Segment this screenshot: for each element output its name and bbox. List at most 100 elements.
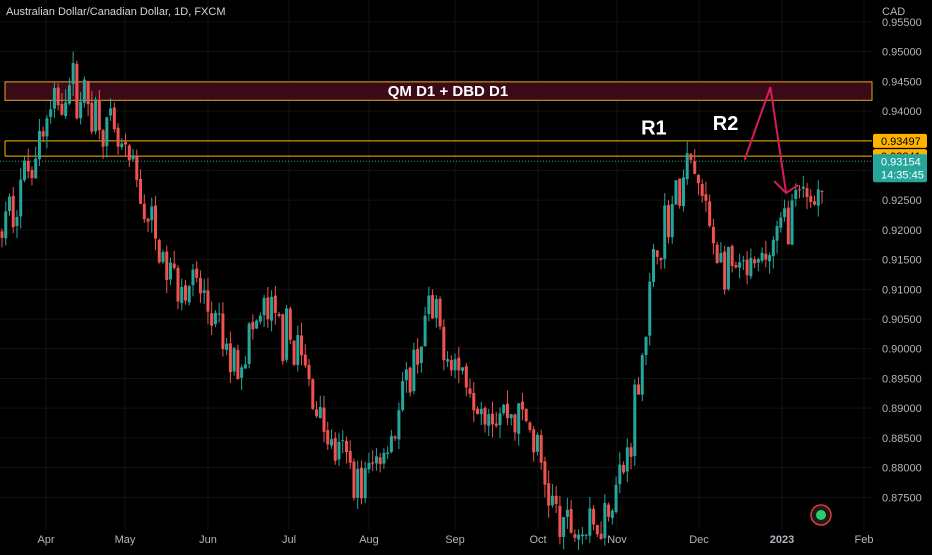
level-tag-upper-text: 0.93497: [881, 136, 921, 148]
candle-body-down: [431, 295, 435, 319]
badge-core-icon: [816, 510, 826, 520]
candle-body-up: [367, 462, 371, 470]
candle-body-up: [363, 468, 367, 499]
price-axis[interactable]: CAD 0.955000.950000.945000.940000.935000…: [873, 6, 927, 504]
candle-body-up: [419, 346, 423, 364]
candle-body-down: [813, 201, 817, 205]
candle-body-down: [277, 314, 281, 316]
time-tick-label: Feb: [855, 534, 874, 546]
candle-body-up: [498, 413, 502, 426]
candle-body-down: [176, 267, 180, 302]
candle-body-up: [768, 255, 772, 262]
candle-body-up: [19, 179, 23, 217]
candle-body-down: [558, 505, 562, 538]
candle-body-up: [584, 534, 588, 536]
candle-body-up: [79, 101, 83, 119]
candle-body-down: [300, 335, 304, 356]
candle-body-down: [745, 259, 749, 276]
candle-body-down: [292, 340, 296, 365]
candle-body-up: [15, 216, 19, 226]
candle-body-up: [816, 189, 820, 206]
projection-arrow[interactable]: [743, 86, 788, 194]
candle-body-up: [614, 484, 618, 512]
candle-body-up: [45, 118, 49, 137]
candle-body-up: [374, 456, 378, 464]
candle-body-down: [666, 205, 670, 238]
candle-body-up: [258, 315, 262, 322]
symbol-title: Australian Dollar/Canadian Dollar, 1D, F…: [6, 6, 225, 18]
candle-body-up: [82, 79, 86, 103]
current-price-text: 0.93154: [881, 156, 921, 168]
candle-body-down: [157, 239, 161, 263]
price-tick-label: 0.90500: [882, 314, 922, 326]
candle-body-down: [734, 265, 738, 268]
candle-body-down: [483, 407, 487, 425]
candle-body-down: [154, 205, 158, 239]
candle-body-down: [528, 422, 532, 430]
candle-body-down: [543, 461, 547, 485]
price-tick-label: 0.87500: [882, 492, 922, 504]
candle-body-down: [281, 314, 285, 362]
candle-body-up: [180, 286, 184, 304]
candle-body-down: [210, 313, 214, 326]
candle-body-up: [618, 464, 622, 485]
candle-body-down: [595, 524, 599, 535]
candle-body-up: [49, 109, 53, 117]
time-tick-label: Dec: [689, 534, 709, 546]
candle-body-down: [730, 245, 734, 266]
candle-body-down: [476, 408, 480, 415]
price-tick-label: 0.92000: [882, 225, 922, 237]
candle-body-down: [273, 295, 277, 313]
candle-body-down: [693, 161, 697, 174]
candle-body-up: [52, 87, 56, 109]
candle-body-up: [783, 208, 787, 218]
candle-body-up: [517, 403, 521, 434]
candle-body-down: [416, 348, 420, 365]
time-axis[interactable]: Apr May Jun Jul Aug Sep Oct Nov Dec 2023 Feb: [37, 534, 873, 546]
candle-body-up: [674, 180, 678, 205]
candles-layer: [0, 51, 824, 551]
candle-body-up: [247, 323, 251, 365]
candle-body-up: [648, 281, 652, 336]
candle-body-up: [7, 196, 11, 211]
candle-body-down: [524, 408, 528, 422]
candle-body-up: [109, 108, 113, 116]
candle-body-down: [26, 160, 30, 172]
candle-body-down: [764, 253, 768, 260]
price-tick-label: 0.94000: [882, 106, 922, 118]
candle-body-down: [101, 130, 105, 147]
candle-body-down: [127, 145, 131, 161]
candle-body-down: [629, 447, 633, 457]
candle-body-up: [64, 102, 68, 116]
candle-body-up: [296, 335, 300, 365]
candle-body-down: [491, 413, 495, 425]
time-tick-label: Apr: [37, 534, 54, 546]
candle-body-down: [547, 483, 551, 506]
time-tick-label: Nov: [607, 534, 627, 546]
candle-body-down: [809, 196, 813, 202]
candle-body-up: [401, 381, 405, 411]
candle-body-up: [461, 367, 465, 371]
time-tick-label: Sep: [445, 534, 465, 546]
candle-body-down: [494, 423, 498, 426]
candle-body-up: [94, 100, 98, 132]
candle-body-down: [520, 401, 524, 410]
candle-body-up: [262, 298, 266, 316]
price-tick-label: 0.89000: [882, 403, 922, 415]
candle-body-down: [112, 107, 116, 130]
candle-body-down: [56, 87, 60, 106]
candle-body-down: [172, 263, 176, 268]
currency-label: CAD: [882, 6, 905, 18]
candle-body-up: [588, 508, 592, 536]
candle-body-down: [30, 170, 34, 178]
candle-body-up: [580, 534, 584, 537]
tradingview-badge[interactable]: [810, 504, 832, 526]
candle-body-up: [652, 248, 656, 283]
qm-dbd-zone[interactable]: [4, 81, 873, 101]
candle-body-down: [637, 384, 641, 395]
candle-body-up: [318, 406, 322, 419]
price-tick-label: 0.92500: [882, 195, 922, 207]
candle-body-down: [786, 207, 790, 245]
